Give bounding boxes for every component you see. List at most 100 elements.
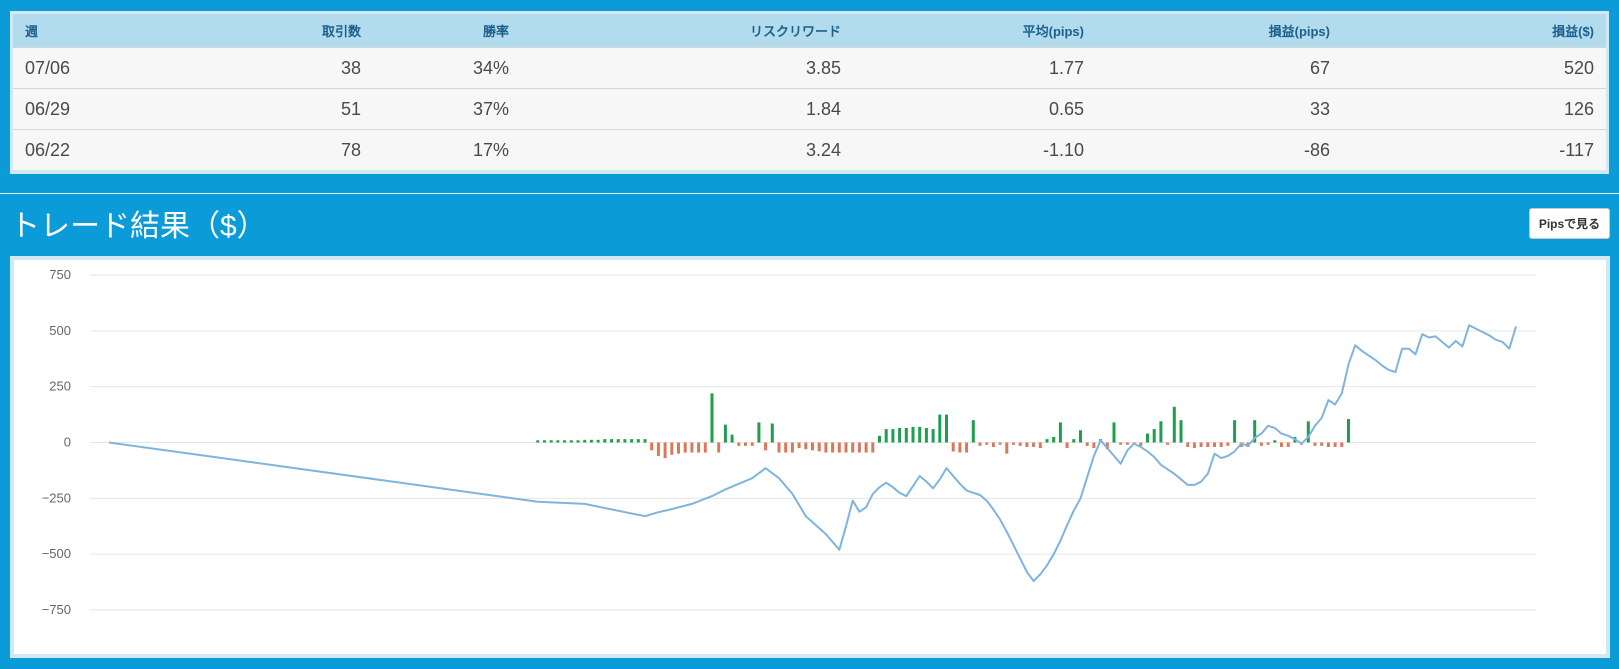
trade-bar [857, 442, 861, 453]
trade-bar [770, 423, 774, 443]
trade-bar [1079, 430, 1082, 443]
trade-bar [1012, 442, 1015, 445]
trade-bar [1306, 421, 1310, 443]
trade-result-chart-panel: 750 500 250 0 −250 −500 −750 [10, 256, 1610, 658]
trade-bar [563, 440, 567, 443]
trade-bar [991, 442, 995, 447]
header-profit-dollars: 損益($) [1342, 14, 1606, 48]
weekly-summary-table: 週 取引数 勝率 リスクリワード 平均(pips) 損益(pips) 損益($)… [13, 14, 1606, 170]
trade-bar [569, 440, 573, 443]
trade-bar [697, 442, 701, 453]
trade-bar [1219, 442, 1223, 447]
view-in-pips-button[interactable]: Pipsで見る [1529, 208, 1610, 239]
trade-bar [1172, 406, 1176, 443]
weekly-summary-table-panel: 週 取引数 勝率 リスクリワード 平均(pips) 損益(pips) 損益($)… [10, 11, 1609, 174]
trade-bar [931, 429, 935, 443]
trade-bar [945, 414, 948, 443]
trade-bar [757, 422, 761, 443]
trade-bar [891, 429, 895, 443]
trade-bar [630, 439, 634, 443]
trade-bar [1280, 442, 1283, 447]
header-trade-count: 取引数 [73, 14, 373, 48]
trade-bar [623, 439, 627, 443]
trade-bar [898, 427, 902, 443]
trade-bar [1058, 422, 1062, 443]
trade-bar [750, 442, 754, 446]
trade-bar [904, 427, 908, 443]
trade-bar [683, 442, 687, 453]
trade-bar [1139, 442, 1143, 446]
trade-bar [918, 426, 922, 443]
trade-bar [884, 429, 888, 443]
trade-bar [610, 439, 613, 443]
trade-bar [556, 440, 560, 443]
trade-bar [998, 442, 1002, 445]
trade-bar [616, 439, 620, 443]
trade-bar [1032, 442, 1036, 447]
cell-profit-dollars: -117 [1342, 129, 1606, 170]
trade-bar [596, 439, 600, 443]
cell-profit-pips: -86 [1096, 129, 1342, 170]
trade-bar [536, 440, 540, 443]
trade-bar [777, 442, 781, 453]
trade-bar [1166, 442, 1170, 445]
table-row: 07/06 38 34% 3.85 1.77 67 520 [13, 47, 1606, 89]
trade-bar [1152, 429, 1156, 443]
trade-bar [1179, 420, 1183, 443]
trade-bar [1018, 442, 1022, 446]
cell-win-rate: 37% [373, 88, 521, 130]
trade-bar [723, 424, 727, 443]
y-tick-label: −500 [42, 546, 71, 561]
trade-bar [1045, 439, 1049, 443]
trade-bar [717, 442, 721, 453]
trade-bar [938, 414, 942, 443]
header-week: 週 [13, 14, 73, 48]
trade-bar [1213, 442, 1216, 447]
cell-profit-pips: 67 [1096, 47, 1342, 89]
trade-bar [543, 440, 546, 443]
trade-bar [670, 442, 674, 455]
cell-average-pips: 1.77 [853, 47, 1096, 89]
section-title: トレード結果（$） [10, 210, 267, 243]
y-tick-label: 250 [49, 379, 71, 394]
trade-bar [1320, 442, 1324, 446]
table-row: 06/22 78 17% 3.24 -1.10 -86 -117 [13, 129, 1606, 170]
cell-trade-count: 38 [73, 47, 373, 89]
trade-bar [958, 442, 962, 453]
chart-area: 750 500 250 0 −250 −500 −750 [14, 260, 1606, 654]
cumulative-profit-line [108, 324, 1517, 582]
trade-bar [1313, 442, 1317, 446]
trade-bar [1199, 442, 1203, 447]
trade-bar [1226, 442, 1230, 446]
trade-bar [1065, 442, 1069, 449]
trade-bar [1253, 420, 1257, 443]
trade-bar [1333, 442, 1337, 447]
trade-bar [703, 442, 707, 453]
trade-bar [650, 442, 654, 451]
trade-bar [878, 435, 881, 443]
trade-bar [951, 442, 955, 452]
trade-bar [1052, 436, 1056, 443]
trade-bar [1326, 442, 1330, 447]
cell-week: 06/29 [13, 88, 73, 130]
cell-win-rate: 34% [373, 47, 521, 89]
trade-bar [656, 442, 660, 456]
header-average-pips: 平均(pips) [853, 14, 1096, 48]
cell-average-pips: -1.10 [853, 129, 1096, 170]
trade-bar [804, 442, 808, 450]
trade-bar [1119, 442, 1123, 445]
trade-bar [603, 439, 607, 443]
trade-bar [1273, 440, 1277, 443]
trade-bar [549, 440, 553, 443]
trade-bar [1085, 442, 1089, 446]
trade-bar [971, 420, 975, 443]
trade-bar [864, 442, 868, 453]
trade-bar [1340, 442, 1344, 447]
trade-bar [978, 442, 982, 446]
trade-bar [1125, 442, 1129, 445]
trade-bar [764, 442, 768, 451]
cell-risk-reward: 1.84 [521, 88, 853, 130]
trade-bar [817, 442, 821, 452]
trade-bar [851, 442, 855, 453]
y-tick-label: 750 [49, 267, 71, 282]
